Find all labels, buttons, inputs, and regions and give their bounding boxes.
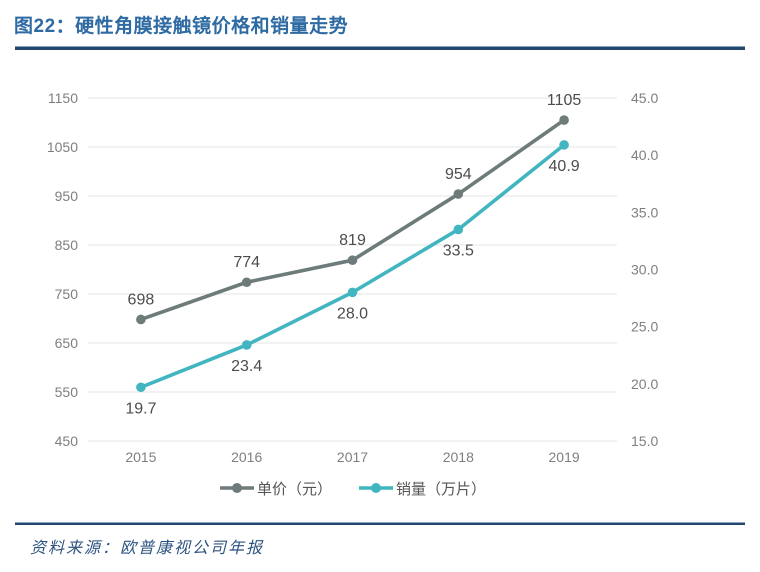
data-point: [347, 287, 358, 298]
data-label: 1105: [547, 92, 582, 109]
data-point: [136, 382, 146, 393]
legend-label: 销量（万片）: [396, 480, 487, 498]
legend-label: 单价（元）: [256, 480, 332, 498]
legend-marker-icon: [359, 483, 393, 493]
data-point: [453, 224, 464, 235]
right-axis-tick-label: 20.0: [631, 376, 658, 392]
data-label: 19.7: [125, 400, 156, 417]
footer-divider: [15, 522, 745, 525]
left-axis-tick-label: 450: [55, 433, 79, 449]
page-title: 图22：硬性角膜接触镜价格和销量走势: [14, 16, 349, 37]
data-label: 23.4: [231, 358, 262, 375]
series-line: [139, 143, 566, 390]
legend: 单价（元） 销量（万片）: [88, 477, 617, 499]
left-axis-tick-label: 750: [55, 286, 79, 302]
left-axis-tick-label: 950: [55, 188, 79, 204]
data-label: 33.5: [443, 242, 474, 259]
legend-marker-icon: [219, 483, 254, 493]
x-axis-tick-label: 2019: [549, 449, 580, 465]
x-axis-tick-label: 2018: [443, 449, 474, 465]
left-axis-tick-label: 550: [55, 384, 79, 400]
left-axis-tick-label: 650: [55, 335, 79, 351]
data-point: [347, 255, 358, 265]
x-axis-tick-label: 2017: [337, 449, 368, 465]
title-divider: [15, 46, 745, 50]
data-point: [559, 140, 569, 150]
data-point: [136, 314, 146, 325]
data-label: 40.9: [549, 158, 580, 175]
data-point: [453, 189, 464, 199]
left-axis-tick-label: 1150: [48, 90, 78, 106]
x-axis-tick-label: 2016: [231, 449, 262, 465]
data-label: 774: [233, 254, 260, 271]
legend-item: 单价（元）: [219, 478, 332, 499]
data-point: [241, 277, 252, 288]
chart-canvas: 1150 1050 950 850 750 650 550 450 45.0 40.0 35.0 30…: [47, 90, 659, 465]
right-axis-tick-label: 40.0: [631, 147, 658, 163]
data-label: 698: [128, 291, 155, 308]
right-axis-tick-label: 45.0: [631, 90, 658, 106]
data-label: 954: [445, 166, 472, 183]
legend-item: 销量（万片）: [358, 478, 486, 499]
left-axis-tick-label: 850: [55, 237, 79, 253]
right-axis-tick-label: 15.0: [631, 433, 658, 449]
data-point: [241, 340, 252, 350]
left-axis-tick-label: 1050: [47, 139, 78, 155]
x-axis-tick-label: 2015: [125, 449, 156, 465]
data-point: [559, 115, 569, 125]
data-label: 28.0: [337, 305, 368, 322]
right-axis-tick-label: 30.0: [631, 262, 658, 278]
data-label: 819: [339, 232, 366, 249]
right-axis-tick-label: 25.0: [631, 319, 658, 335]
right-axis-tick-label: 35.0: [631, 204, 658, 220]
source-note: 资料来源：欧普康视公司年报: [30, 540, 265, 557]
